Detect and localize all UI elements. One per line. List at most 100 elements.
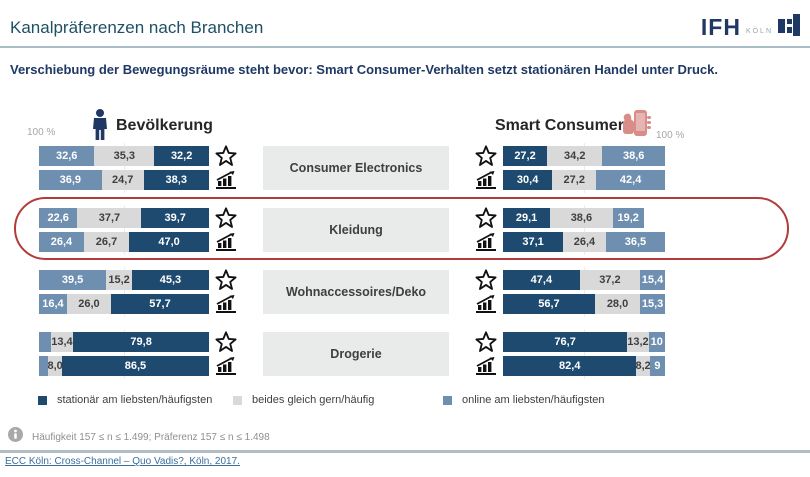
- group-label-left: Bevölkerung: [116, 117, 213, 134]
- left-haeufigkeit-bar: 36,9 24,7 38,3: [39, 170, 209, 190]
- right-praeferenz-bar: 76,7 13,2 10: [503, 332, 665, 352]
- category-label-kleidung: Kleidung: [263, 208, 449, 252]
- value-label: 26,4: [50, 236, 73, 248]
- value-label: 10: [650, 336, 663, 348]
- right-praeferenz-bar: 27,2 34,2 38,6: [503, 146, 665, 166]
- value-label: 24,7: [112, 174, 134, 186]
- bar-segment-online: 42,4: [596, 170, 665, 190]
- bar-segment-beides: 37,2: [579, 270, 641, 290]
- bar-segment-beides: 8,2: [635, 356, 651, 376]
- spacer: [449, 270, 469, 314]
- footnote-text: Häufigkeit 157 ≤ n ≤ 1.499; Präferenz 15…: [32, 431, 270, 443]
- row-type-icons: [469, 269, 503, 314]
- bar-segment-beides: 15,2: [106, 270, 132, 290]
- bar-segment-stationaer: 39,7: [141, 208, 209, 228]
- value-label: 28,0: [606, 298, 629, 310]
- bar-segment-beides: 24,7: [101, 170, 144, 190]
- value-label: 22,6: [47, 212, 69, 224]
- bar-segment-online: 22,6: [39, 208, 78, 228]
- bar-segment-online: 38,6: [602, 146, 665, 166]
- bar-segment-beides: 38,6: [550, 208, 613, 228]
- bar-segment-online: 16,4: [39, 294, 67, 314]
- left-praeferenz-bar: 22,6 37,7 39,7: [39, 208, 209, 228]
- star-icon: [215, 331, 237, 352]
- value-label: 29,1: [515, 212, 538, 224]
- footnote: Häufigkeit 157 ≤ n ≤ 1.499; Präferenz 15…: [8, 427, 270, 447]
- category-row-kleidung: 22,6 37,7 39,7 26,4 26,7 47,0 Kleidung 29,1 38,6…: [14, 197, 789, 260]
- legend-item-beides: beides gleich gern/häufig: [233, 394, 374, 406]
- bar-segment-stationaer: 29,1: [503, 208, 551, 228]
- person-icon: [92, 109, 108, 146]
- bar-chart-trend-icon: [215, 170, 237, 190]
- logo-subtext: KÖLN: [745, 28, 773, 35]
- star-icon: [475, 269, 497, 290]
- bar-segment-beides: 26,0: [66, 294, 112, 314]
- right-haeufigkeit-bar: 30,4 27,2 42,4: [503, 170, 665, 190]
- bar-segment-online: 9: [649, 356, 665, 376]
- bar-segment-stationaer: 27,2: [503, 146, 548, 166]
- value-label: 57,7: [149, 298, 171, 310]
- bottom-divider: [0, 450, 810, 453]
- spacer: [243, 332, 263, 376]
- star-icon: [475, 145, 497, 166]
- bar-segment-stationaer: 30,4: [503, 170, 553, 190]
- bar-segment-stationaer: 32,2: [154, 146, 209, 166]
- source-link[interactable]: ECC Köln: Cross-Channel – Quo Vadis?, Kö…: [5, 456, 240, 467]
- bar-segment-online: 10: [648, 332, 665, 352]
- bar-segment-stationaer: 47,0: [129, 232, 210, 252]
- value-label: 37,7: [98, 212, 121, 224]
- right-haeufigkeit-bar: 56,7 28,0 15,3: [503, 294, 665, 314]
- bar-chart-trend-icon: [475, 232, 497, 252]
- bar-segment-online: 26,4: [39, 232, 84, 252]
- bar-segment-online: 15,3: [640, 294, 665, 314]
- bar-segment-stationaer: 76,7: [503, 332, 628, 352]
- value-label: 15,3: [641, 298, 664, 310]
- right-bars: 29,1 38,6 19,2 37,1 26,4 36,5: [503, 205, 665, 255]
- value-label: 45,3: [159, 274, 182, 286]
- ifh-koeln-logo: IFH KÖLN: [701, 12, 800, 43]
- category-label-wohnaccessoires-deko: Wohnaccessoires/Deko: [263, 270, 449, 314]
- bar-segment-online: 15,4: [640, 270, 665, 290]
- bar-segment-online: 19,2: [612, 208, 644, 228]
- value-label: 26,0: [78, 298, 100, 310]
- value-label: 86,5: [124, 360, 147, 372]
- spacer: [449, 208, 469, 252]
- bar-chart-trend-icon: [475, 356, 497, 376]
- chart-rows: 32,6 35,3 32,2 36,9 24,7 38,3 Consumer Electro…: [14, 143, 789, 394]
- bar-segment-stationaer: 47,4: [503, 270, 580, 290]
- value-label: 39,7: [164, 212, 186, 224]
- legend-item-stationaer: stationär am liebsten/häufigsten: [38, 394, 212, 406]
- category-label-consumer-electronics: Consumer Electronics: [263, 146, 449, 190]
- left-praeferenz-bar: 13,4 79,8: [39, 332, 209, 352]
- value-label: 79,8: [130, 336, 152, 348]
- value-label: 76,7: [554, 336, 576, 348]
- bar-segment-online: 39,5: [39, 270, 107, 290]
- value-label: 13,4: [51, 336, 73, 348]
- value-label: 38,6: [570, 212, 593, 224]
- hand-holding-smartphone-icon: [619, 108, 651, 143]
- value-label: 38,6: [623, 150, 645, 162]
- right-praeferenz-bar: 29,1 38,6 19,2: [503, 208, 665, 228]
- bar-segment-beides: 37,7: [77, 208, 142, 228]
- right-bars: 47,4 37,2 15,4 56,7 28,0 15,3: [503, 267, 665, 317]
- bar-segment-stationaer: 56,7: [503, 294, 595, 314]
- page-title: Kanalpräferenzen nach Branchen: [10, 18, 264, 37]
- left-haeufigkeit-bar: 8,0 86,5: [39, 356, 209, 376]
- bar-segment-beides: 26,4: [563, 232, 606, 252]
- left-haeufigkeit-bar: 16,4 26,0 57,7: [39, 294, 210, 314]
- value-label: 36,5: [624, 236, 647, 248]
- value-label: 47,0: [158, 236, 180, 248]
- value-label: 34,2: [564, 150, 586, 162]
- left-praeferenz-bar: 39,5 15,2 45,3: [39, 270, 209, 290]
- axis-label-left: 100 %: [27, 127, 56, 138]
- bar-segment-stationaer: 37,1: [503, 232, 564, 252]
- bar-segment-stationaer: 82,4: [503, 356, 637, 376]
- bar-segment-stationaer: 57,7: [111, 294, 210, 314]
- legend-swatch-beides: [233, 396, 242, 405]
- spacer: [449, 146, 469, 190]
- value-label: 37,2: [599, 274, 621, 286]
- bar-chart-trend-icon: [475, 294, 497, 314]
- bar-segment-stationaer: 38,3: [143, 170, 209, 190]
- bar-segment-beides: 34,2: [547, 146, 603, 166]
